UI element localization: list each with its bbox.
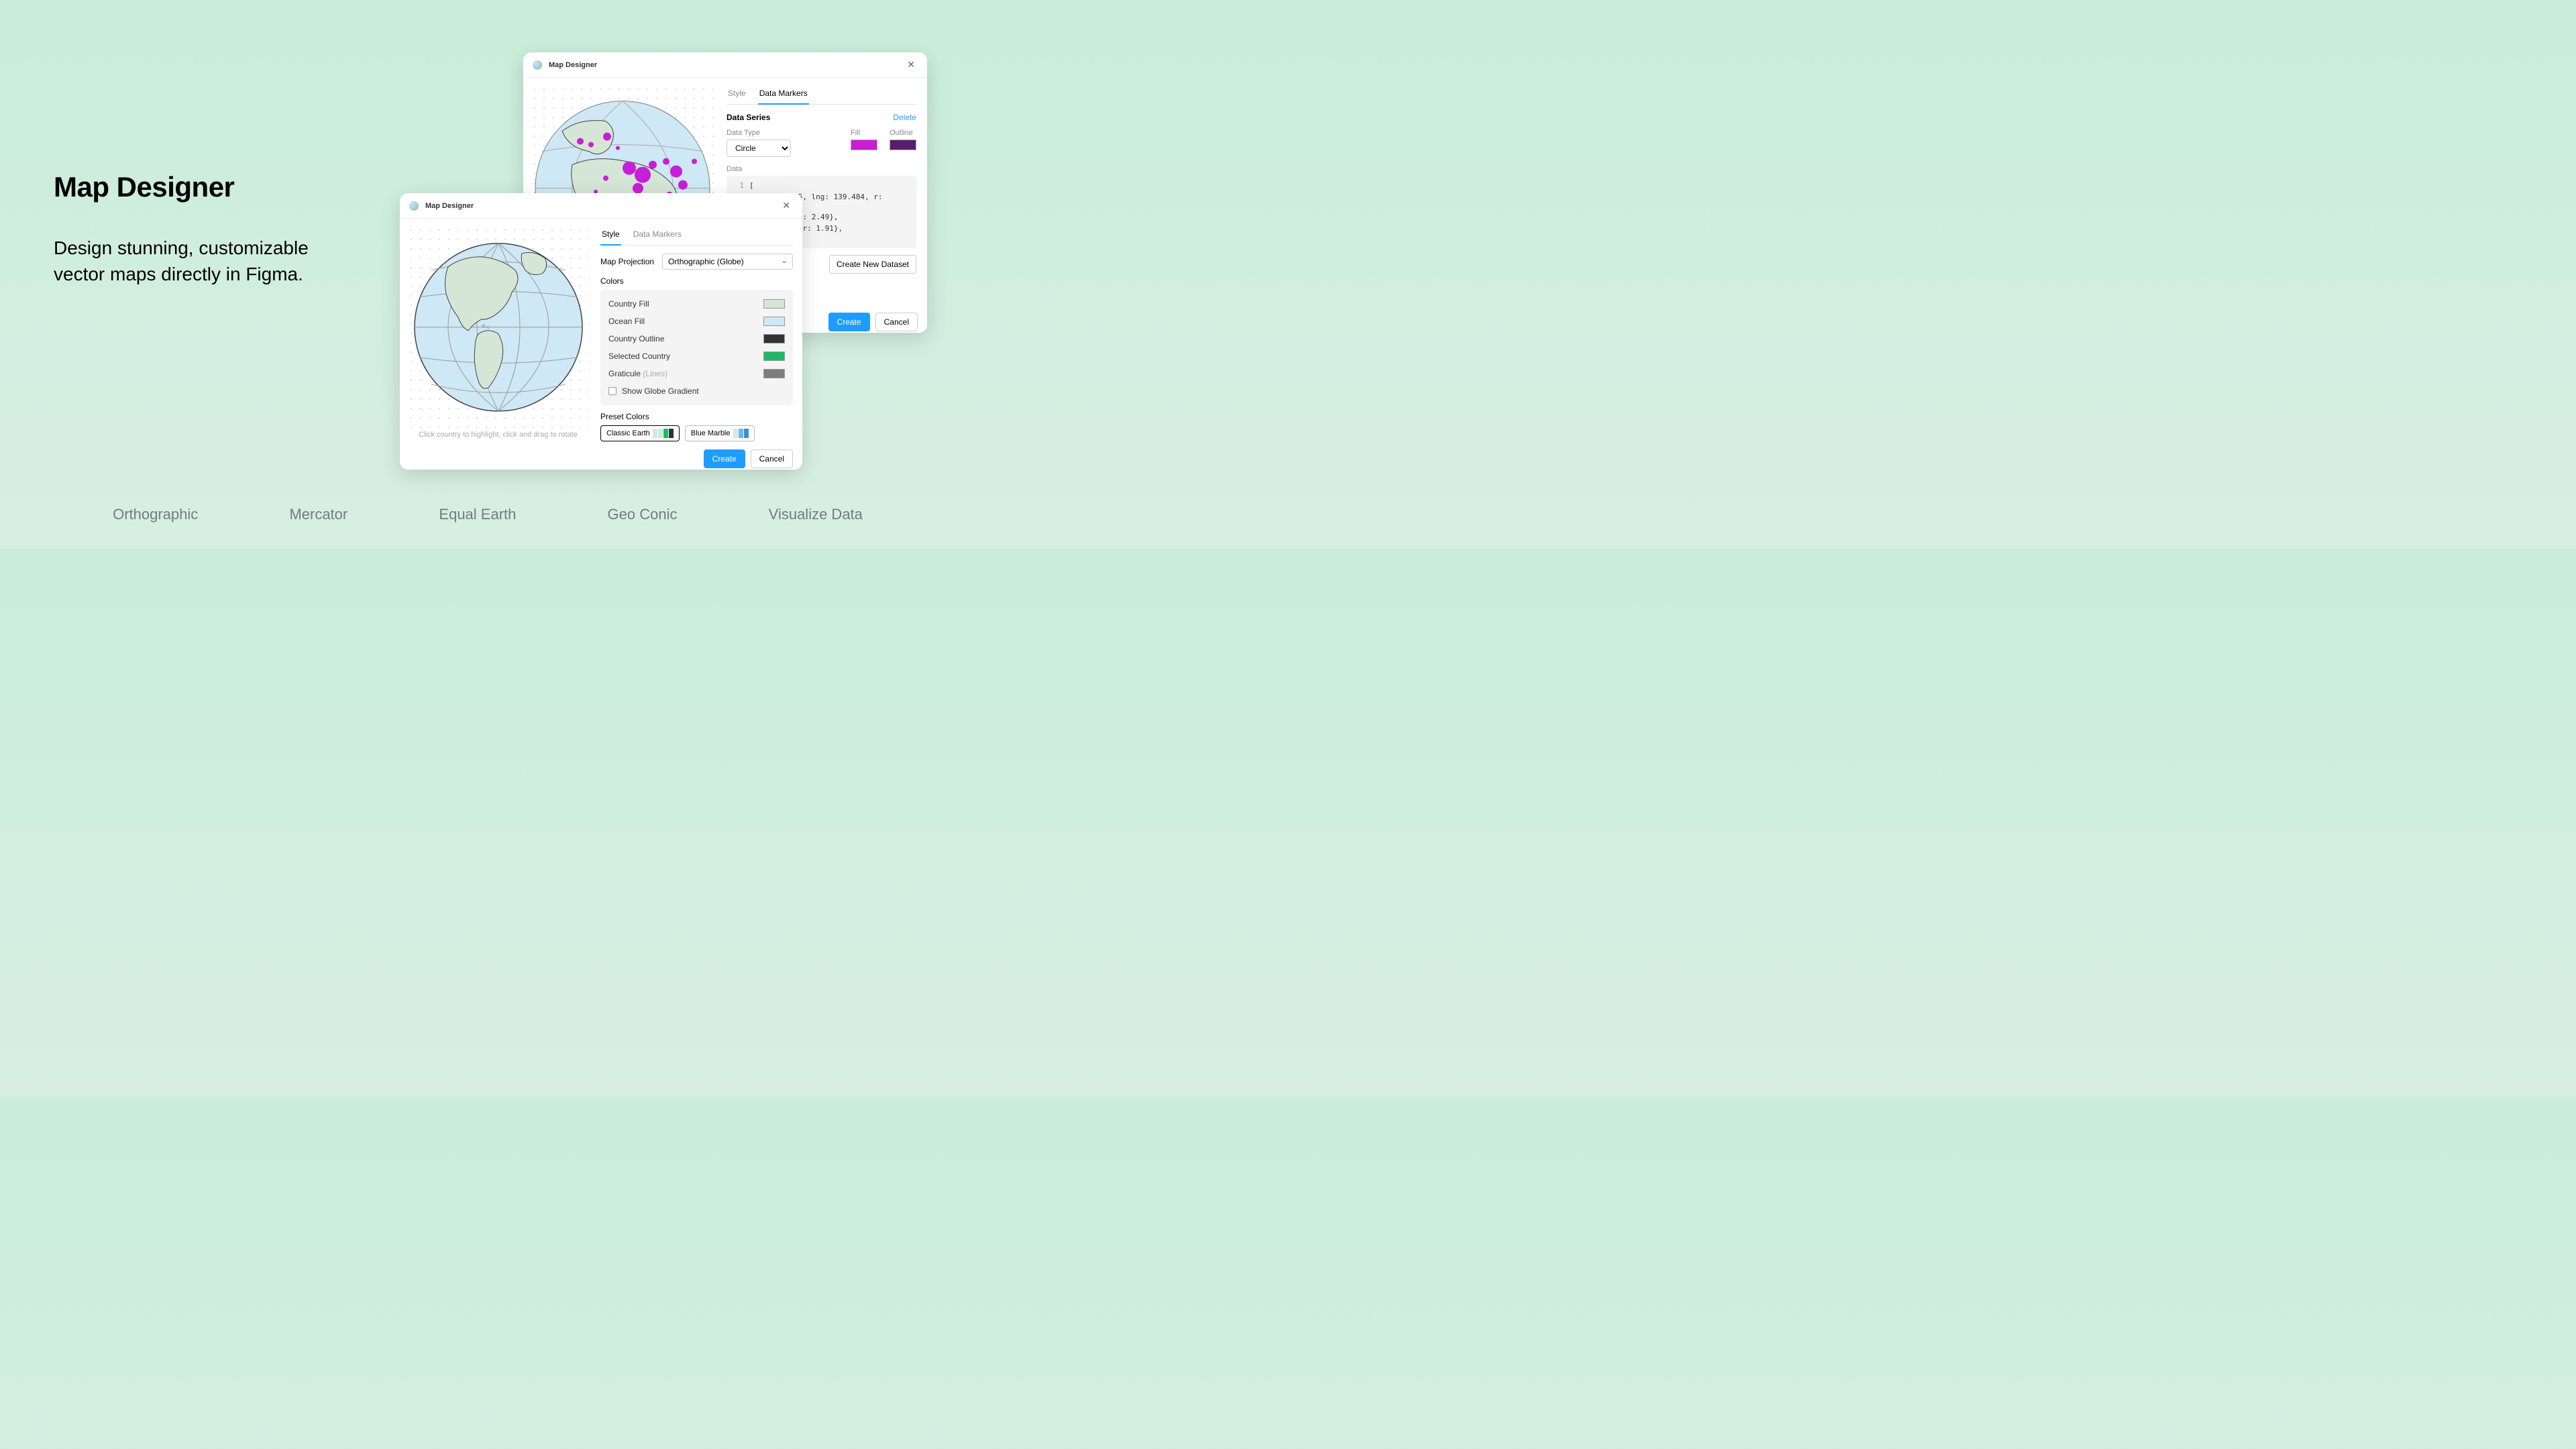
preset-blue-marble-label: Blue Marble <box>691 429 731 437</box>
projection-select[interactable]: Orthographic (Globe) <box>662 254 793 270</box>
colors-section-label: Colors <box>600 276 793 286</box>
fill-label: Fill <box>851 129 877 137</box>
dialog-header: Map Designer ✕ <box>400 193 802 219</box>
country-outline-label: Country Outline <box>608 334 664 343</box>
data-label: Data <box>727 165 916 173</box>
dialog-title: Map Designer <box>549 61 904 69</box>
hero-subtitle-line2: vector maps directly in Figma. <box>54 264 303 284</box>
footer-label-equal-earth: Equal Earth <box>439 506 516 523</box>
globe-preview <box>411 240 586 415</box>
country-outline-swatch[interactable] <box>763 334 785 343</box>
data-line-1: [ <box>749 181 754 190</box>
dialog-footer: Create Cancel <box>400 443 802 475</box>
ocean-fill-label: Ocean Fill <box>608 317 645 326</box>
footer-label-geo-conic: Geo Conic <box>608 506 678 523</box>
app-logo-icon <box>409 201 419 211</box>
tab-data-markers[interactable]: Data Markers <box>632 227 683 245</box>
create-button[interactable]: Create <box>704 449 745 468</box>
tabs: Style Data Markers <box>727 86 916 105</box>
projection-label: Map Projection <box>600 257 654 266</box>
dialog-style: Map Designer ✕ <box>400 193 802 470</box>
footer-labels: Orthographic Mercator Equal Earth Geo Co… <box>0 506 975 523</box>
map-preview-pane[interactable]: Click country to highlight, click and dr… <box>400 219 596 443</box>
preset-colors-label: Preset Colors <box>600 412 793 421</box>
graticule-swatch[interactable] <box>763 369 785 378</box>
cancel-button[interactable]: Cancel <box>751 449 793 468</box>
tabs: Style Data Markers <box>600 227 793 246</box>
tab-style[interactable]: Style <box>727 86 747 104</box>
tab-style[interactable]: Style <box>600 227 621 246</box>
preset-classic-earth[interactable]: Classic Earth <box>600 425 680 441</box>
control-pane: Style Data Markers Map Projection Orthog… <box>596 219 802 443</box>
outline-label: Outline <box>890 129 916 137</box>
outline-swatch[interactable] <box>890 140 916 150</box>
delete-dataset-link[interactable]: Delete <box>893 113 916 122</box>
selected-country-label: Selected Country <box>608 352 670 361</box>
footer-label-visualize-data: Visualize Data <box>769 506 863 523</box>
show-gradient-label: Show Globe Gradient <box>622 386 699 396</box>
ocean-fill-swatch[interactable] <box>763 317 785 326</box>
data-series-label: Data Series <box>727 113 770 122</box>
dialog-header: Map Designer ✕ <box>523 52 927 78</box>
graticule-label: Graticule (Lines) <box>608 369 667 378</box>
data-type-label: Data Type <box>727 129 791 137</box>
cancel-button[interactable]: Cancel <box>875 313 918 331</box>
show-gradient-checkbox[interactable] <box>608 387 616 395</box>
data-type-select[interactable]: Circle <box>727 140 791 157</box>
selected-country-swatch[interactable] <box>763 352 785 361</box>
country-fill-swatch[interactable] <box>763 299 785 309</box>
preset-classic-chips <box>653 429 674 438</box>
footer-label-mercator: Mercator <box>289 506 347 523</box>
hero-subtitle: Design stunning, customizable vector map… <box>54 235 309 287</box>
country-fill-label: Country Fill <box>608 299 649 309</box>
fill-swatch[interactable] <box>851 140 877 150</box>
close-icon[interactable]: ✕ <box>904 59 918 70</box>
preset-blue-marble-chips <box>733 429 749 438</box>
dialog-title: Map Designer <box>425 202 780 210</box>
footer-label-orthographic: Orthographic <box>113 506 198 523</box>
app-logo-icon <box>533 60 542 70</box>
tab-data-markers[interactable]: Data Markers <box>758 86 809 105</box>
hero-subtitle-line1: Design stunning, customizable <box>54 237 309 258</box>
color-panel: Country Fill Ocean Fill Country Outline … <box>600 290 793 405</box>
map-hint: Click country to highlight, click and dr… <box>400 431 596 439</box>
create-new-dataset-button[interactable]: Create New Dataset <box>829 255 916 274</box>
create-button[interactable]: Create <box>828 313 870 331</box>
preset-blue-marble[interactable]: Blue Marble <box>685 425 755 441</box>
hero-title: Map Designer <box>54 171 234 203</box>
close-icon[interactable]: ✕ <box>780 200 793 211</box>
preset-classic-label: Classic Earth <box>606 429 650 437</box>
